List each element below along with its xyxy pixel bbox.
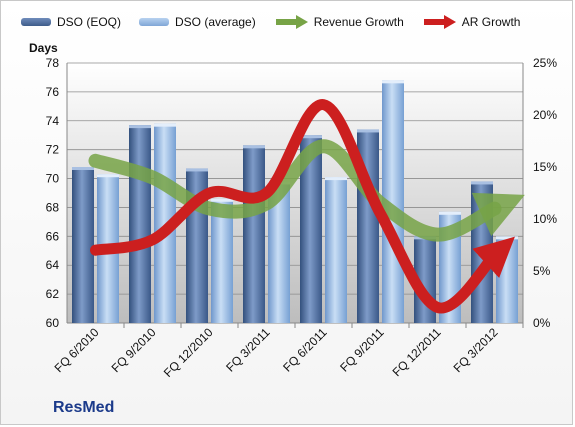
legend-label: Revenue Growth	[313, 15, 404, 29]
y2-tick-label: 10%	[533, 212, 557, 226]
x-tick-label: FQ 3/2012	[451, 325, 501, 375]
legend-swatch	[21, 18, 51, 26]
legend-label: DSO (EOQ)	[57, 15, 122, 29]
bar-cap-dso-eoq	[72, 167, 94, 170]
y-tick-label: 70	[46, 172, 60, 186]
legend-label: DSO (average)	[175, 15, 256, 29]
y2-tick-label: 5%	[533, 264, 551, 278]
x-tick-label: FQ 3/2011	[223, 325, 273, 375]
bar-dso-eoq	[300, 135, 322, 323]
bar-cap-dso-eoq	[186, 168, 208, 172]
y-tick-label: 60	[46, 316, 60, 330]
y2-tick-label: 15%	[533, 160, 557, 174]
brand-label: ResMed	[53, 399, 115, 416]
y-tick-label: 72	[46, 143, 60, 157]
series-line-revenue-growth	[88, 139, 525, 242]
y-tick-label: 62	[46, 287, 60, 301]
bar-dso-average	[496, 236, 518, 323]
bar-cap-dso-eoq	[300, 135, 322, 139]
y-tick-label: 78	[46, 56, 60, 70]
x-tick-label: FQ 9/2011	[337, 325, 387, 375]
legend-swatch	[139, 18, 170, 26]
series-line-ar-growth	[90, 99, 515, 314]
bar-dso-average	[382, 80, 404, 323]
bar-cap-dso-eoq	[129, 125, 151, 129]
legend-label: AR Growth	[461, 15, 521, 29]
bar-dso-average	[325, 177, 347, 323]
bar-cap-dso-average	[154, 123, 176, 127]
legend: DSO (EOQ) DSO (average) Revenue Growth A…	[21, 15, 520, 29]
bar-dso-eoq	[471, 181, 493, 323]
x-tick-label: FQ 9/2010	[109, 325, 159, 375]
bar-cap-dso-average	[382, 80, 404, 84]
bar-cap-dso-average	[439, 211, 461, 215]
x-tick-label: FQ 12/2010	[161, 325, 216, 380]
bar-cap-dso-eoq	[471, 181, 493, 185]
x-tick-label: FQ 6/2011	[280, 325, 330, 375]
y-tick-label: 76	[46, 85, 60, 99]
legend-item-dso-eoq: DSO (EOQ)	[21, 15, 121, 29]
y-tick-label: 68	[46, 200, 60, 214]
arrow-swatch-icon	[275, 15, 308, 29]
x-tick-label: FQ 12/2011	[390, 325, 444, 379]
legend-item-dso-average: DSO (average)	[139, 15, 256, 29]
legend-item-ar-growth: AR Growth	[422, 15, 521, 29]
bar-cap-dso-eoq	[243, 145, 265, 149]
bar-dso-average	[268, 181, 290, 323]
bar-dso-eoq	[129, 125, 151, 323]
bar-cap-dso-average	[325, 177, 347, 181]
y2-tick-label: 20%	[533, 108, 557, 122]
bar-cap-dso-average	[211, 198, 233, 202]
bar-cap-dso-average	[496, 236, 518, 240]
legend-item-revenue-growth: Revenue Growth	[274, 15, 404, 29]
y-tick-label: 66	[46, 229, 60, 243]
y-tick-label: 74	[46, 114, 60, 128]
bar-dso-eoq	[243, 145, 265, 323]
bar-cap-dso-eoq	[357, 129, 379, 133]
y2-tick-label: 0%	[533, 316, 551, 330]
bar-dso-eoq	[72, 167, 94, 323]
y-tick-label: 64	[46, 258, 60, 272]
y-axis-title: Days	[29, 41, 58, 55]
x-tick-label: FQ 6/2010	[52, 325, 102, 375]
bar-cap-dso-average	[97, 174, 119, 178]
bar-dso-average	[211, 198, 233, 323]
y2-tick-label: 25%	[533, 56, 557, 70]
arrow-swatch-icon	[423, 15, 456, 29]
